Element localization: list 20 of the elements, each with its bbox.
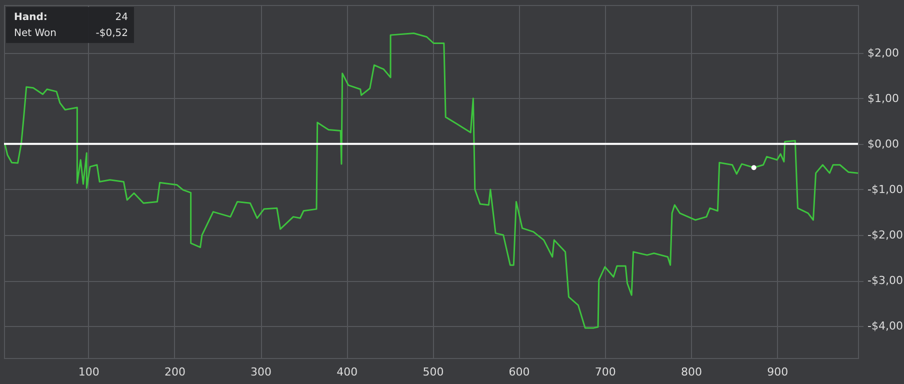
y-tick-label: $1,00 xyxy=(868,92,899,105)
y-tick-label: $2,00 xyxy=(868,46,899,60)
x-tick-label: 800 xyxy=(680,366,702,378)
annotation: -$0,52 xyxy=(96,28,128,39)
annotation: 24 xyxy=(115,12,128,23)
x-tick-label: 700 xyxy=(594,366,616,378)
x-tick-label: 500 xyxy=(422,366,444,378)
x-tick-label: 600 xyxy=(508,366,530,378)
x-tick-label: 200 xyxy=(164,366,186,378)
y-tick-label: $0,00 xyxy=(868,137,899,150)
annotation: Net Won xyxy=(14,28,56,39)
y-tick-label: -$1,00 xyxy=(868,182,903,196)
y-tick-label: -$3,00 xyxy=(868,274,903,288)
x-tick-label: 100 xyxy=(78,366,100,378)
x-tick-label: 400 xyxy=(336,366,358,378)
x-tick-label: 900 xyxy=(767,366,788,378)
x-tick-label: 300 xyxy=(250,366,272,378)
y-tick-label: -$2,00 xyxy=(868,228,903,242)
annotation: Hand: xyxy=(14,12,48,23)
y-tick-label: -$4,00 xyxy=(868,320,903,333)
